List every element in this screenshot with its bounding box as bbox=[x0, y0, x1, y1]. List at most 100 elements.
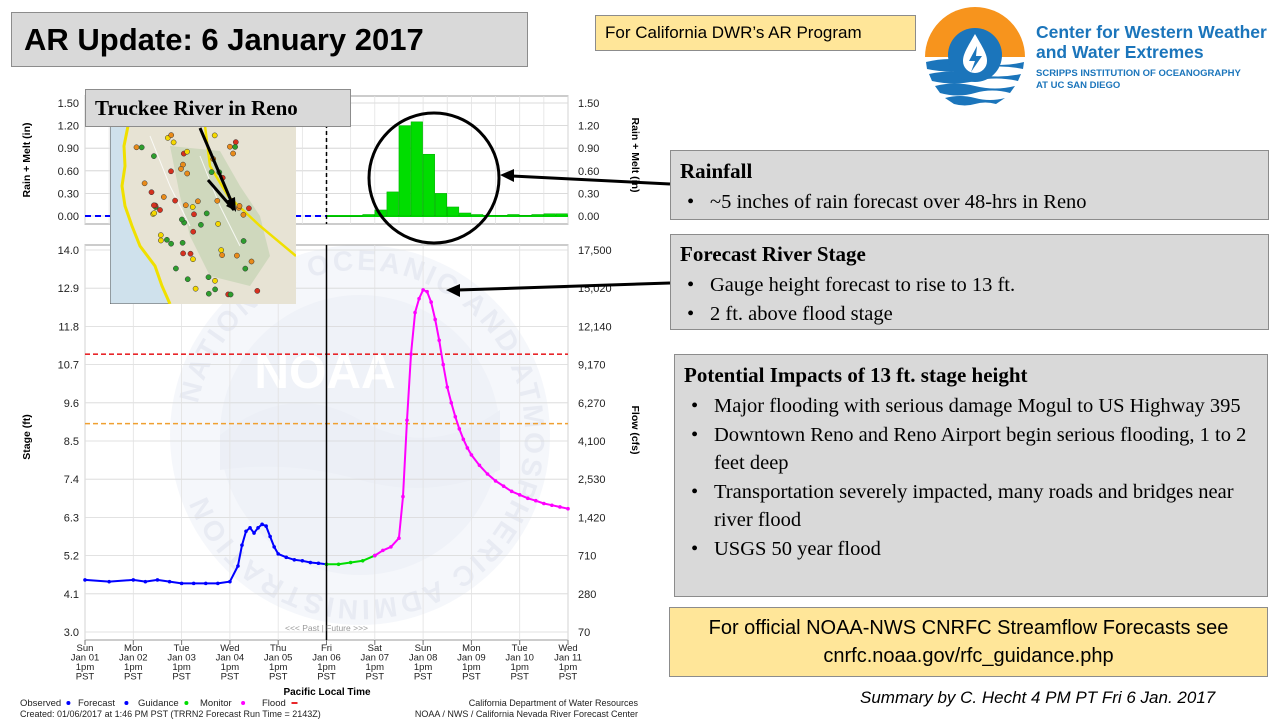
gauge-marker bbox=[182, 202, 189, 209]
past-future-label: <<< Past | Future >>> bbox=[285, 623, 368, 633]
series-forecast-point bbox=[493, 479, 498, 483]
forecast-stage-bullet: • 2 ft. above flood stage bbox=[687, 302, 893, 325]
gauge-markers bbox=[133, 132, 261, 298]
stage-tick-left: 5.2 bbox=[64, 551, 79, 563]
series-observed-line bbox=[84, 523, 327, 585]
impacts-bullet: • Transportation severely impacted, many … bbox=[691, 480, 1234, 532]
series-forecast-point bbox=[381, 548, 385, 553]
x-tick-label: Jan 04 bbox=[216, 653, 245, 664]
flow-tick-right: 280 bbox=[578, 589, 596, 601]
gauge-marker bbox=[187, 250, 194, 257]
gauge-marker bbox=[240, 238, 247, 244]
x-tick-label: Tue bbox=[174, 643, 190, 654]
rain-tick-left: 1.20 bbox=[58, 121, 79, 133]
rain-bar bbox=[543, 213, 556, 217]
series-forecast-point bbox=[433, 317, 437, 322]
rain-bar bbox=[362, 214, 375, 217]
rainfall-bullet: • ~5 inches of rain forecast over 48-hrs … bbox=[687, 191, 1087, 213]
series-observed-point bbox=[244, 529, 248, 534]
gauge-marker bbox=[236, 203, 243, 209]
series-observed-point bbox=[264, 524, 268, 528]
page-title: AR Update: 6 January 2017 bbox=[24, 22, 424, 57]
legend-swatch bbox=[124, 701, 129, 705]
stage-ylabel: Stage (ft) bbox=[21, 414, 33, 460]
x-tick-label: Jan 10 bbox=[505, 653, 534, 664]
chart-footer-left: Created: 01/06/2017 at 1:46 PM PST (TRRN… bbox=[20, 709, 321, 719]
rain-bar bbox=[338, 215, 351, 217]
gauge-marker bbox=[192, 285, 199, 292]
rain-tick-left: 0.60 bbox=[58, 166, 79, 178]
series-observed-point bbox=[191, 581, 196, 586]
legend-label: Monitor bbox=[200, 698, 232, 709]
series-forecast-point bbox=[501, 484, 506, 488]
rain-tick-right: 0.90 bbox=[578, 143, 599, 155]
series-forecast-point bbox=[405, 418, 409, 422]
gauge-marker bbox=[195, 198, 201, 205]
gauge-marker bbox=[173, 265, 179, 272]
x-tick-label: 1pm bbox=[559, 662, 578, 673]
series-observed-point bbox=[236, 564, 240, 568]
stage-tick-left: 8.5 bbox=[64, 436, 79, 448]
series-forecast-line bbox=[374, 288, 569, 557]
series-forecast-point bbox=[542, 501, 546, 506]
x-tick-label: Mon bbox=[462, 643, 480, 654]
x-tick-label: 1pm bbox=[510, 662, 529, 673]
x-tick-label: 1pm bbox=[317, 662, 336, 673]
series-observed-point bbox=[167, 579, 172, 584]
title-box: AR Update: 6 January 2017 bbox=[11, 12, 528, 67]
x-tick-label: Jan 01 bbox=[71, 653, 100, 664]
rain-ylabel-right: Rain + Melt (in) bbox=[629, 118, 641, 193]
gauge-marker bbox=[151, 210, 158, 216]
x-axis-title: Pacific Local Time bbox=[283, 687, 371, 698]
series-forecast-point bbox=[465, 446, 470, 450]
forecast-stage-panel: Forecast River Stage • Gauge height forec… bbox=[670, 234, 1269, 330]
series-guidance-point bbox=[336, 562, 341, 567]
series-forecast-point bbox=[558, 505, 562, 509]
stage-tick-left: 11.8 bbox=[58, 321, 79, 333]
x-tick-label: PST bbox=[462, 672, 481, 683]
official-link[interactable]: cnrfc.noaa.gov/rfc_guidance.php bbox=[823, 645, 1114, 667]
series-observed-point bbox=[143, 579, 148, 584]
series-forecast-point bbox=[401, 494, 405, 499]
gauge-marker bbox=[203, 210, 210, 217]
flow-ylabel: Flow (cfs) bbox=[629, 406, 641, 455]
rain-tick-right: 0.30 bbox=[578, 188, 599, 200]
x-tick-label: PST bbox=[221, 672, 240, 683]
gauge-marker bbox=[218, 247, 225, 253]
impacts-bullet: • Downtown Reno and Reno Airport begin se… bbox=[691, 423, 1247, 475]
official-line1: For official NOAA-NWS CNRFC Streamflow F… bbox=[708, 617, 1229, 639]
series-forecast-point bbox=[425, 289, 429, 294]
rain-bar bbox=[447, 206, 460, 217]
rain-tick-left: 0.90 bbox=[58, 143, 79, 155]
series-forecast-point bbox=[413, 310, 417, 315]
gauge-marker bbox=[242, 265, 249, 272]
x-tick-label: Tue bbox=[512, 643, 528, 654]
rain-bar bbox=[350, 215, 363, 217]
gauge-marker bbox=[164, 236, 170, 243]
rain-tick-left: 0.00 bbox=[58, 211, 79, 223]
gauge-marker bbox=[179, 239, 186, 246]
rainfall-heading: Rainfall bbox=[680, 159, 753, 183]
flow-tick-right: 6,270 bbox=[578, 398, 606, 410]
gauge-marker bbox=[205, 290, 212, 297]
rain-tick-left: 0.30 bbox=[58, 188, 79, 200]
series-observed-point bbox=[216, 581, 220, 586]
x-tick-label: 1pm bbox=[462, 662, 481, 673]
rain-tick-right: 1.20 bbox=[578, 121, 599, 133]
impacts-heading: Potential Impacts of 13 ft. stage height bbox=[684, 363, 1028, 387]
rain-bar bbox=[386, 191, 399, 217]
series-guidance-point bbox=[360, 559, 365, 563]
series-forecast-point bbox=[441, 362, 446, 367]
gauge-marker bbox=[205, 274, 212, 281]
series-observed-point bbox=[131, 578, 136, 582]
gauge-marker bbox=[184, 170, 191, 177]
rain-bar bbox=[434, 193, 447, 217]
flow-tick-right: 12,140 bbox=[578, 321, 612, 333]
series-forecast-point bbox=[397, 536, 401, 541]
series-forecast-point bbox=[453, 414, 458, 419]
truckee-map-inset bbox=[110, 126, 296, 304]
gauge-marker bbox=[148, 189, 155, 196]
series-forecast-point bbox=[409, 352, 413, 356]
